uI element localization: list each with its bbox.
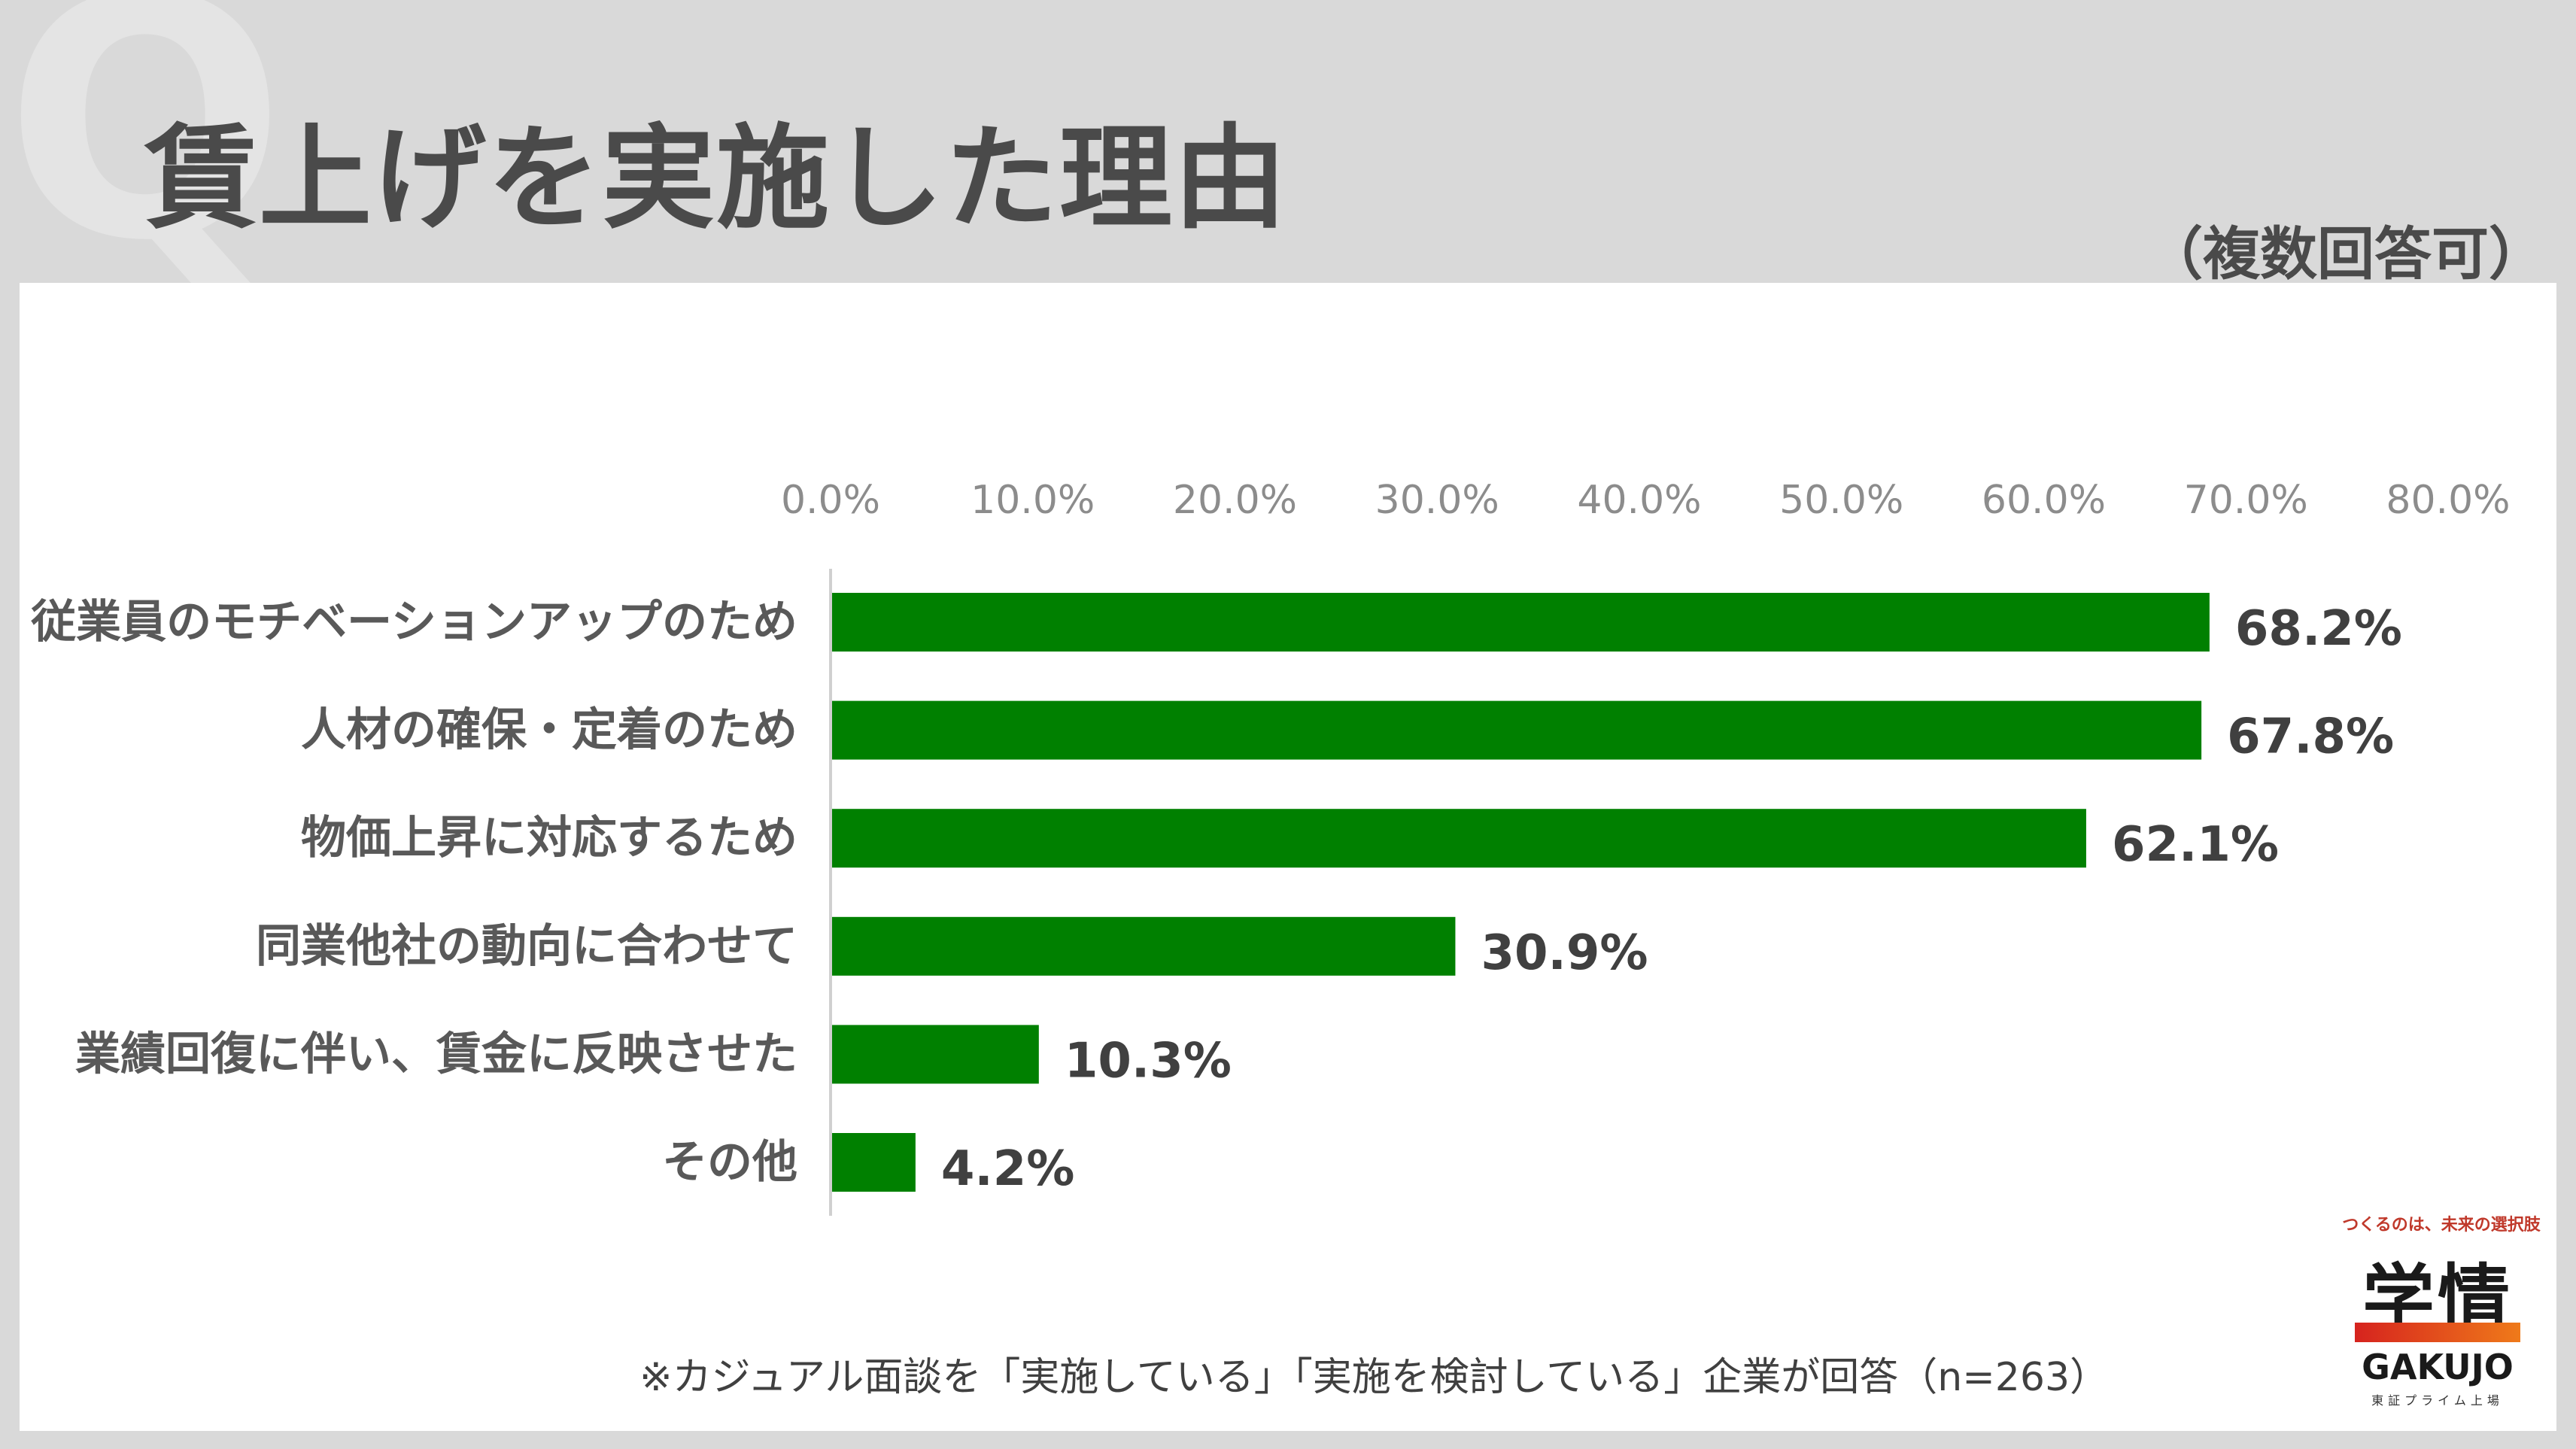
x-tick-label: 70.0% [2184, 478, 2308, 523]
page-title: 賃上げを実施した理由 [144, 114, 1289, 245]
chart-panel: 0.0% 10.0% 20.0% 30.0% 40.0% 50.0% 60.0% 70.0% 8… [20, 283, 2556, 1431]
bar [832, 916, 1456, 976]
category-label: 人材の確保・定着のため [301, 704, 797, 757]
category-label: 同業他社の動向に合わせて [256, 920, 797, 973]
logo-tagline: つくるのは、未来の選択肢 [2342, 1216, 2541, 1235]
x-tick-label: 60.0% [1982, 478, 2106, 523]
data-label: 67.8% [2227, 709, 2394, 765]
data-label: 62.1% [2112, 817, 2279, 873]
x-tick-label: 80.0% [2386, 478, 2510, 523]
category-label: 物価上昇に対応するため [301, 812, 797, 864]
bar-chart: 0.0% 10.0% 20.0% 30.0% 40.0% 50.0% 60.0% 70.0% 8… [30, 478, 2511, 1216]
x-tick-label: 40.0% [1577, 478, 1701, 523]
x-tick-label: 10.0% [971, 478, 1095, 523]
category-label: 従業員のモチベーションアップのため [30, 596, 797, 649]
category-label: 業績回復に伴い、賃金に反映させた [75, 1028, 797, 1080]
data-label: 68.2% [2235, 601, 2402, 657]
bar [832, 1025, 1039, 1084]
bar [832, 593, 2210, 652]
logo-sub: 東証プライム上場 [2371, 1393, 2504, 1408]
page-subtitle: （複数回答可） [2146, 220, 2546, 287]
q-watermark: Q [5, 0, 287, 313]
x-tick-label: 20.0% [1173, 478, 1297, 523]
logo-name: GAKUJO [2362, 1347, 2514, 1387]
gakujo-logo: つくるのは、未来の選択肢 学情 GAKUJO 東証プライム上場 [2317, 1204, 2558, 1414]
data-label: 30.9% [1481, 925, 1648, 981]
category-label: その他 [662, 1136, 797, 1189]
x-tick-label: 50.0% [1779, 478, 1903, 523]
bar [832, 700, 2202, 760]
data-label: 10.3% [1065, 1033, 1232, 1089]
bar [832, 809, 2086, 868]
x-tick-label: 0.0% [781, 478, 880, 523]
x-tick-label: 30.0% [1375, 478, 1499, 523]
logo-accent-bar [2355, 1323, 2520, 1342]
footnote: ※カジュアル面談を「実施している」「実施を検討している」企業が回答（n=263） [639, 1355, 2110, 1400]
bar [832, 1133, 916, 1192]
data-label: 4.2% [941, 1141, 1075, 1197]
